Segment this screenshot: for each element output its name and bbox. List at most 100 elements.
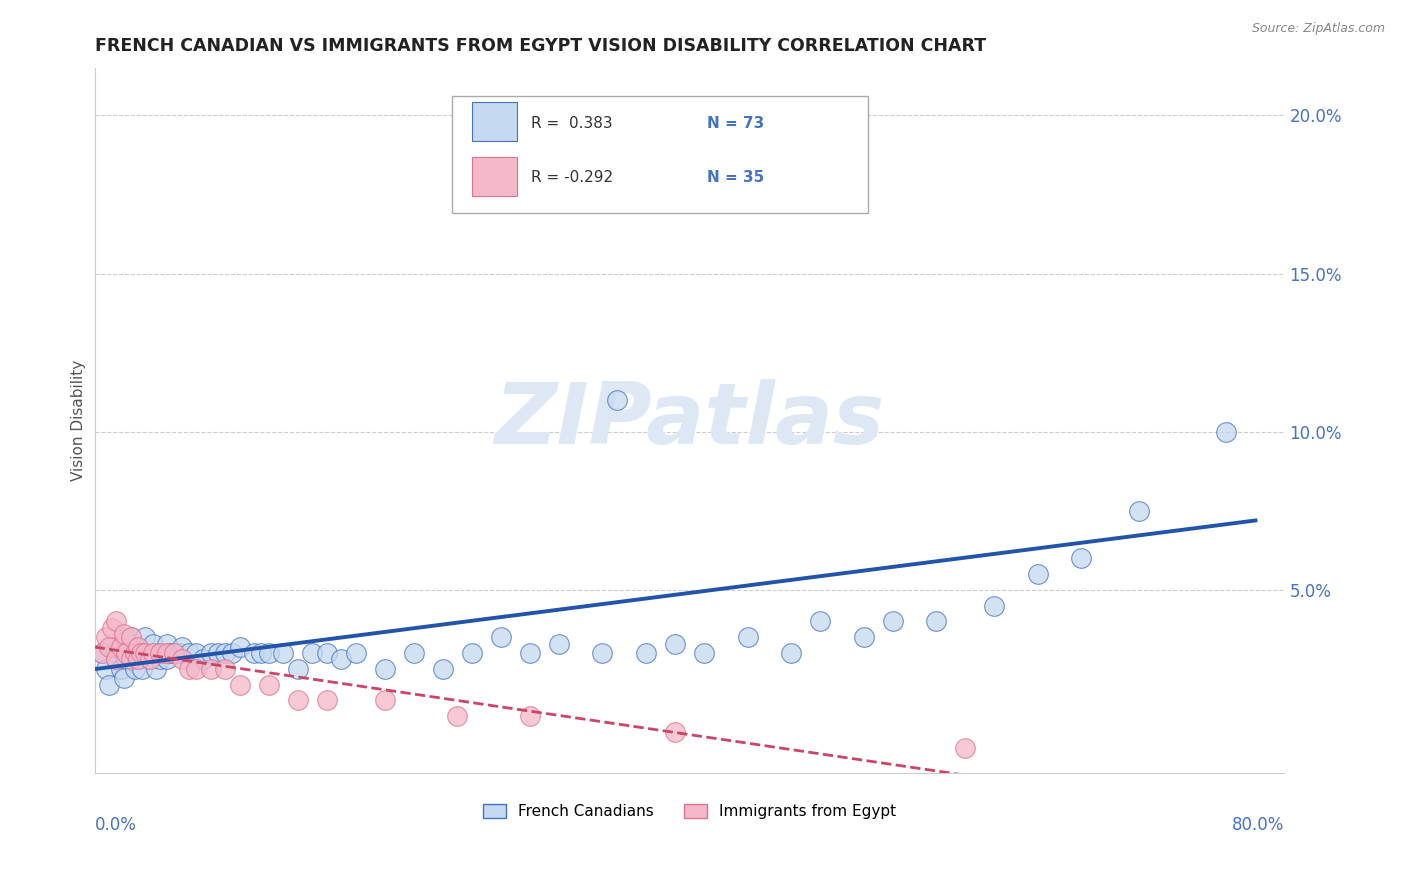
Point [149, 652, 172, 666]
Point [90, 646, 112, 660]
Point [156, 636, 179, 650]
Text: 0.0%: 0.0% [94, 815, 136, 833]
Point [271, 646, 294, 660]
Point [664, 725, 686, 739]
Point [124, 662, 146, 676]
Point [489, 630, 512, 644]
Point [432, 662, 454, 676]
Point [90, 646, 112, 660]
Point [301, 646, 323, 660]
Point [228, 678, 250, 692]
Point [186, 646, 208, 660]
Text: N = 73: N = 73 [707, 116, 765, 131]
Point [170, 640, 193, 654]
Text: N = 35: N = 35 [707, 170, 765, 186]
Point [953, 740, 976, 755]
Point [129, 646, 152, 660]
Point [193, 652, 215, 666]
Y-axis label: Vision Disability: Vision Disability [72, 360, 86, 481]
Point [138, 652, 160, 666]
Point [693, 646, 716, 660]
Point [96, 630, 118, 644]
Text: FRENCH CANADIAN VS IMMIGRANTS FROM EGYPT VISION DISABILITY CORRELATION CHART: FRENCH CANADIAN VS IMMIGRANTS FROM EGYPT… [94, 37, 986, 55]
Text: Source: ZipAtlas.com: Source: ZipAtlas.com [1251, 22, 1385, 36]
Point [170, 652, 193, 666]
Point [214, 646, 236, 660]
Point [115, 652, 138, 666]
Point [110, 640, 132, 654]
Point [96, 662, 118, 676]
Point [287, 693, 309, 707]
Point [101, 640, 124, 654]
FancyBboxPatch shape [451, 96, 868, 212]
Point [142, 646, 165, 660]
Point [153, 646, 176, 660]
Point [156, 646, 179, 660]
Legend: French Canadians, Immigrants from Egypt: French Canadians, Immigrants from Egypt [477, 798, 903, 825]
Point [228, 640, 250, 654]
Point [163, 646, 186, 660]
Point [127, 652, 149, 666]
Point [207, 646, 229, 660]
Point [257, 646, 280, 660]
Point [446, 709, 468, 723]
Point [120, 630, 142, 644]
Point [159, 646, 181, 660]
Point [127, 652, 149, 666]
Point [120, 652, 142, 666]
Point [105, 615, 128, 629]
Point [142, 636, 165, 650]
Point [374, 693, 396, 707]
Point [925, 615, 948, 629]
Point [142, 646, 165, 660]
Point [127, 640, 149, 654]
Point [200, 646, 222, 660]
Text: R =  0.383: R = 0.383 [531, 116, 613, 131]
Point [156, 652, 179, 666]
Point [315, 693, 337, 707]
Point [105, 646, 128, 660]
Point [134, 646, 156, 660]
Text: R = -0.292: R = -0.292 [531, 170, 613, 186]
Point [852, 630, 875, 644]
Point [287, 662, 309, 676]
Point [112, 646, 135, 660]
Point [163, 646, 186, 660]
Point [808, 615, 831, 629]
Text: 80.0%: 80.0% [1232, 815, 1285, 833]
Point [98, 678, 121, 692]
Point [149, 646, 172, 660]
Point [110, 662, 132, 676]
Point [101, 621, 124, 635]
Point [519, 646, 541, 660]
Point [344, 646, 367, 660]
Point [882, 615, 904, 629]
Point [134, 630, 156, 644]
Point [374, 662, 396, 676]
Point [200, 662, 222, 676]
Point [98, 640, 121, 654]
Point [145, 662, 167, 676]
Point [1070, 551, 1092, 566]
Point [120, 630, 142, 644]
Point [134, 646, 156, 660]
Point [591, 646, 613, 660]
Point [808, 108, 831, 122]
Point [519, 709, 541, 723]
Point [606, 392, 628, 407]
Point [1128, 504, 1150, 518]
Point [243, 646, 266, 660]
Point [315, 646, 337, 660]
Point [548, 636, 571, 650]
Point [115, 646, 138, 660]
Point [257, 678, 280, 692]
Point [1215, 425, 1237, 439]
Point [124, 646, 146, 660]
Point [127, 640, 149, 654]
Point [402, 646, 425, 660]
Point [634, 646, 657, 660]
Point [120, 646, 142, 660]
Point [127, 646, 149, 660]
Point [1026, 566, 1049, 581]
Point [131, 662, 153, 676]
